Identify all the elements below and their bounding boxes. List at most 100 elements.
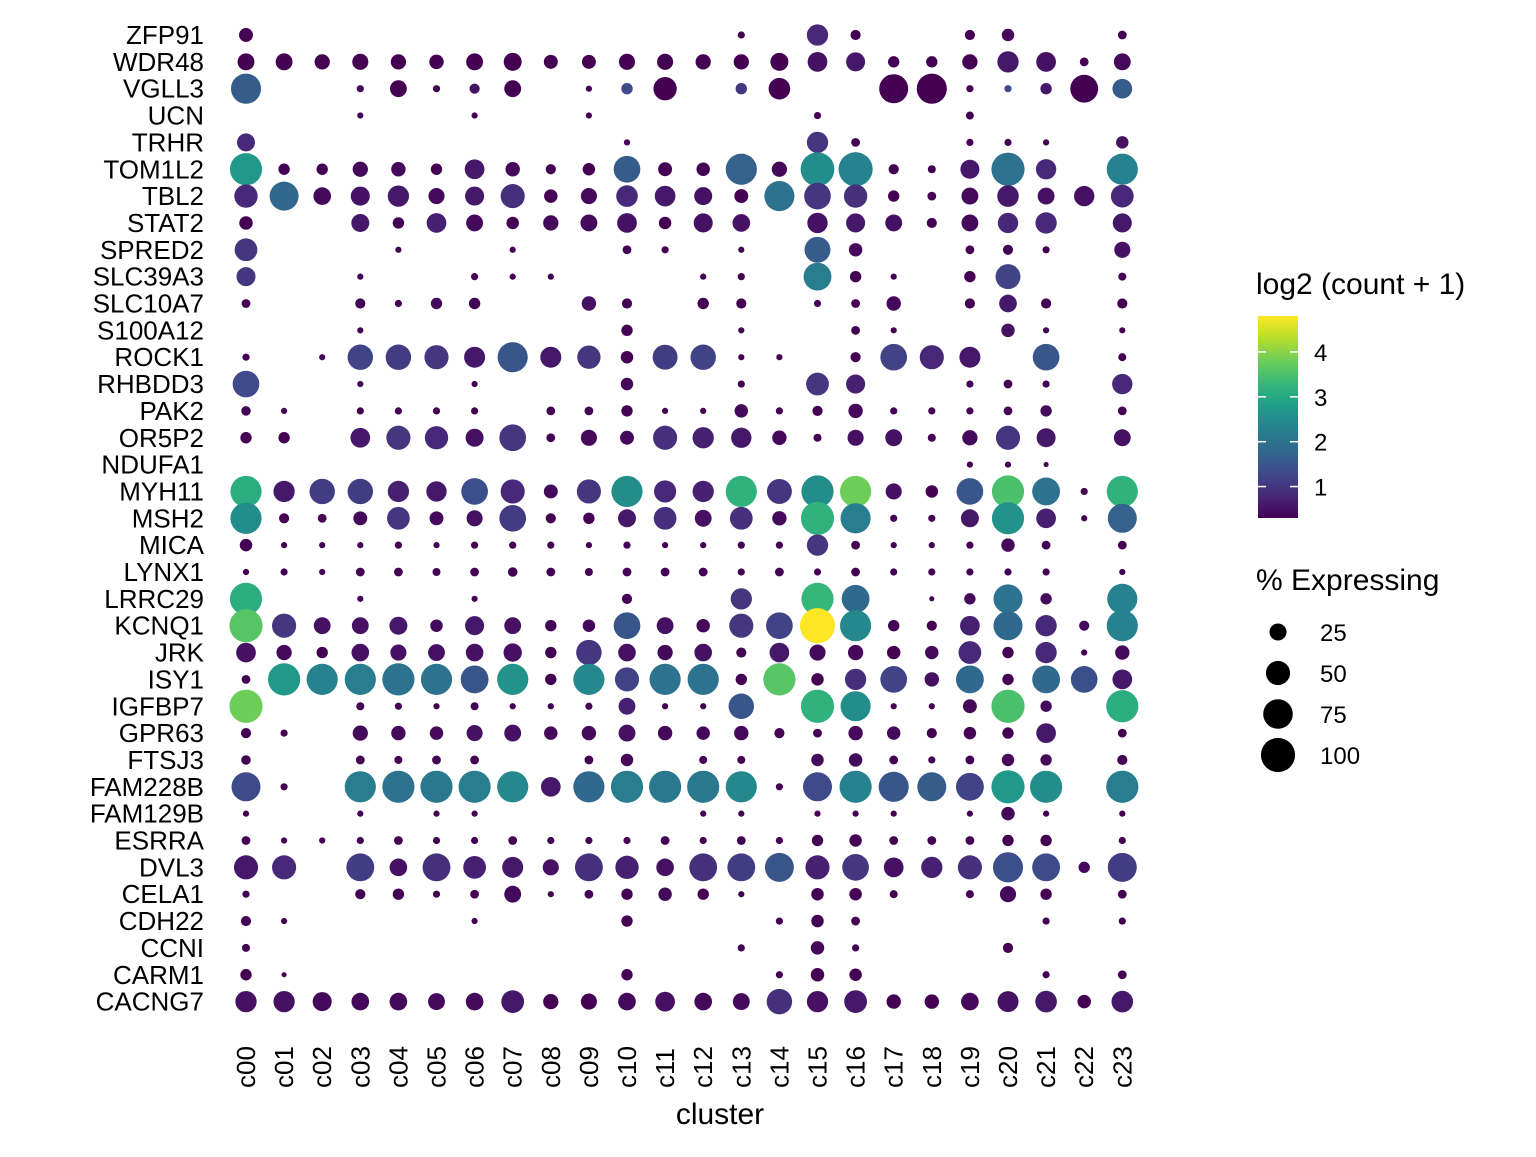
dot (1003, 406, 1013, 416)
dot (737, 944, 745, 952)
dot (585, 836, 593, 845)
dot (280, 407, 288, 415)
size-legend-dot (1269, 623, 1287, 641)
dot (1118, 836, 1126, 845)
dot (889, 755, 899, 765)
dot (241, 299, 251, 308)
dot (504, 724, 522, 742)
dot (394, 299, 402, 308)
dot (991, 475, 1025, 508)
dot (957, 855, 982, 880)
gene-label: TRHR (132, 127, 204, 157)
dot (992, 852, 1024, 883)
dot (800, 689, 835, 723)
cluster-label: c11 (650, 1048, 680, 1088)
dot (272, 613, 297, 638)
dot (615, 855, 639, 880)
dot (775, 783, 784, 791)
dot (432, 567, 441, 577)
dot (965, 836, 975, 845)
dot (653, 77, 677, 101)
dot (799, 608, 836, 644)
dot (356, 836, 364, 845)
dot (649, 770, 682, 803)
dot (542, 859, 559, 876)
dot (811, 914, 824, 928)
dot (393, 567, 403, 577)
dot (585, 112, 593, 119)
dot (1113, 429, 1131, 447)
dot (471, 541, 479, 549)
dot (736, 647, 747, 658)
dot (351, 617, 369, 635)
dot (1118, 272, 1127, 281)
dot (772, 430, 787, 445)
dot (1107, 503, 1137, 533)
dot (1117, 30, 1127, 40)
dot (999, 294, 1017, 313)
dot (580, 429, 597, 446)
dot (962, 430, 978, 446)
cluster-label: c08 (536, 1046, 566, 1088)
dot (661, 407, 669, 415)
dot (273, 990, 295, 1013)
dot (497, 663, 529, 695)
dot (471, 595, 478, 602)
gene-label: CELA1 (122, 879, 204, 909)
dot (965, 245, 975, 255)
dot (1041, 540, 1051, 550)
dot (433, 703, 440, 710)
dot (1117, 889, 1127, 899)
gene-label: RHBDD3 (97, 369, 204, 399)
dot (804, 182, 831, 210)
dot (690, 344, 716, 370)
dot (543, 993, 559, 1010)
dot (390, 54, 407, 70)
dot (961, 214, 979, 232)
dot (813, 111, 822, 120)
dot (1118, 917, 1126, 925)
dot (929, 596, 935, 602)
dot (1035, 615, 1057, 637)
dot (466, 53, 484, 71)
dot (851, 567, 861, 577)
dot (993, 611, 1023, 641)
dot (509, 703, 516, 710)
dot (234, 184, 258, 208)
dot (233, 855, 259, 880)
dot (924, 994, 939, 1009)
dot (584, 755, 594, 765)
dot (800, 501, 835, 535)
dot (1042, 917, 1050, 925)
cluster-label: c14 (764, 1046, 794, 1088)
dot (350, 186, 370, 206)
dot (1032, 853, 1061, 882)
cluster-label: c01 (269, 1046, 299, 1088)
dot (847, 644, 864, 661)
dot (424, 345, 449, 370)
cluster-label: c12 (688, 1046, 718, 1088)
dot (693, 213, 713, 233)
dot (235, 990, 257, 1013)
dot (584, 406, 594, 416)
dot (890, 514, 898, 522)
dot (886, 726, 901, 740)
dot (356, 702, 365, 711)
dot (355, 567, 365, 577)
dot (997, 185, 1019, 207)
dot (776, 354, 783, 361)
dot (319, 354, 326, 361)
dot (618, 724, 636, 742)
dot (610, 770, 644, 803)
dot (1106, 610, 1138, 642)
dot (656, 617, 674, 635)
dot (699, 836, 707, 845)
dot (420, 663, 453, 695)
dot (585, 542, 593, 549)
dot (430, 163, 443, 175)
dot (547, 836, 555, 845)
dot (504, 617, 522, 635)
dot (1106, 153, 1138, 185)
cluster-label: c21 (1031, 1046, 1061, 1088)
dot (232, 370, 260, 398)
